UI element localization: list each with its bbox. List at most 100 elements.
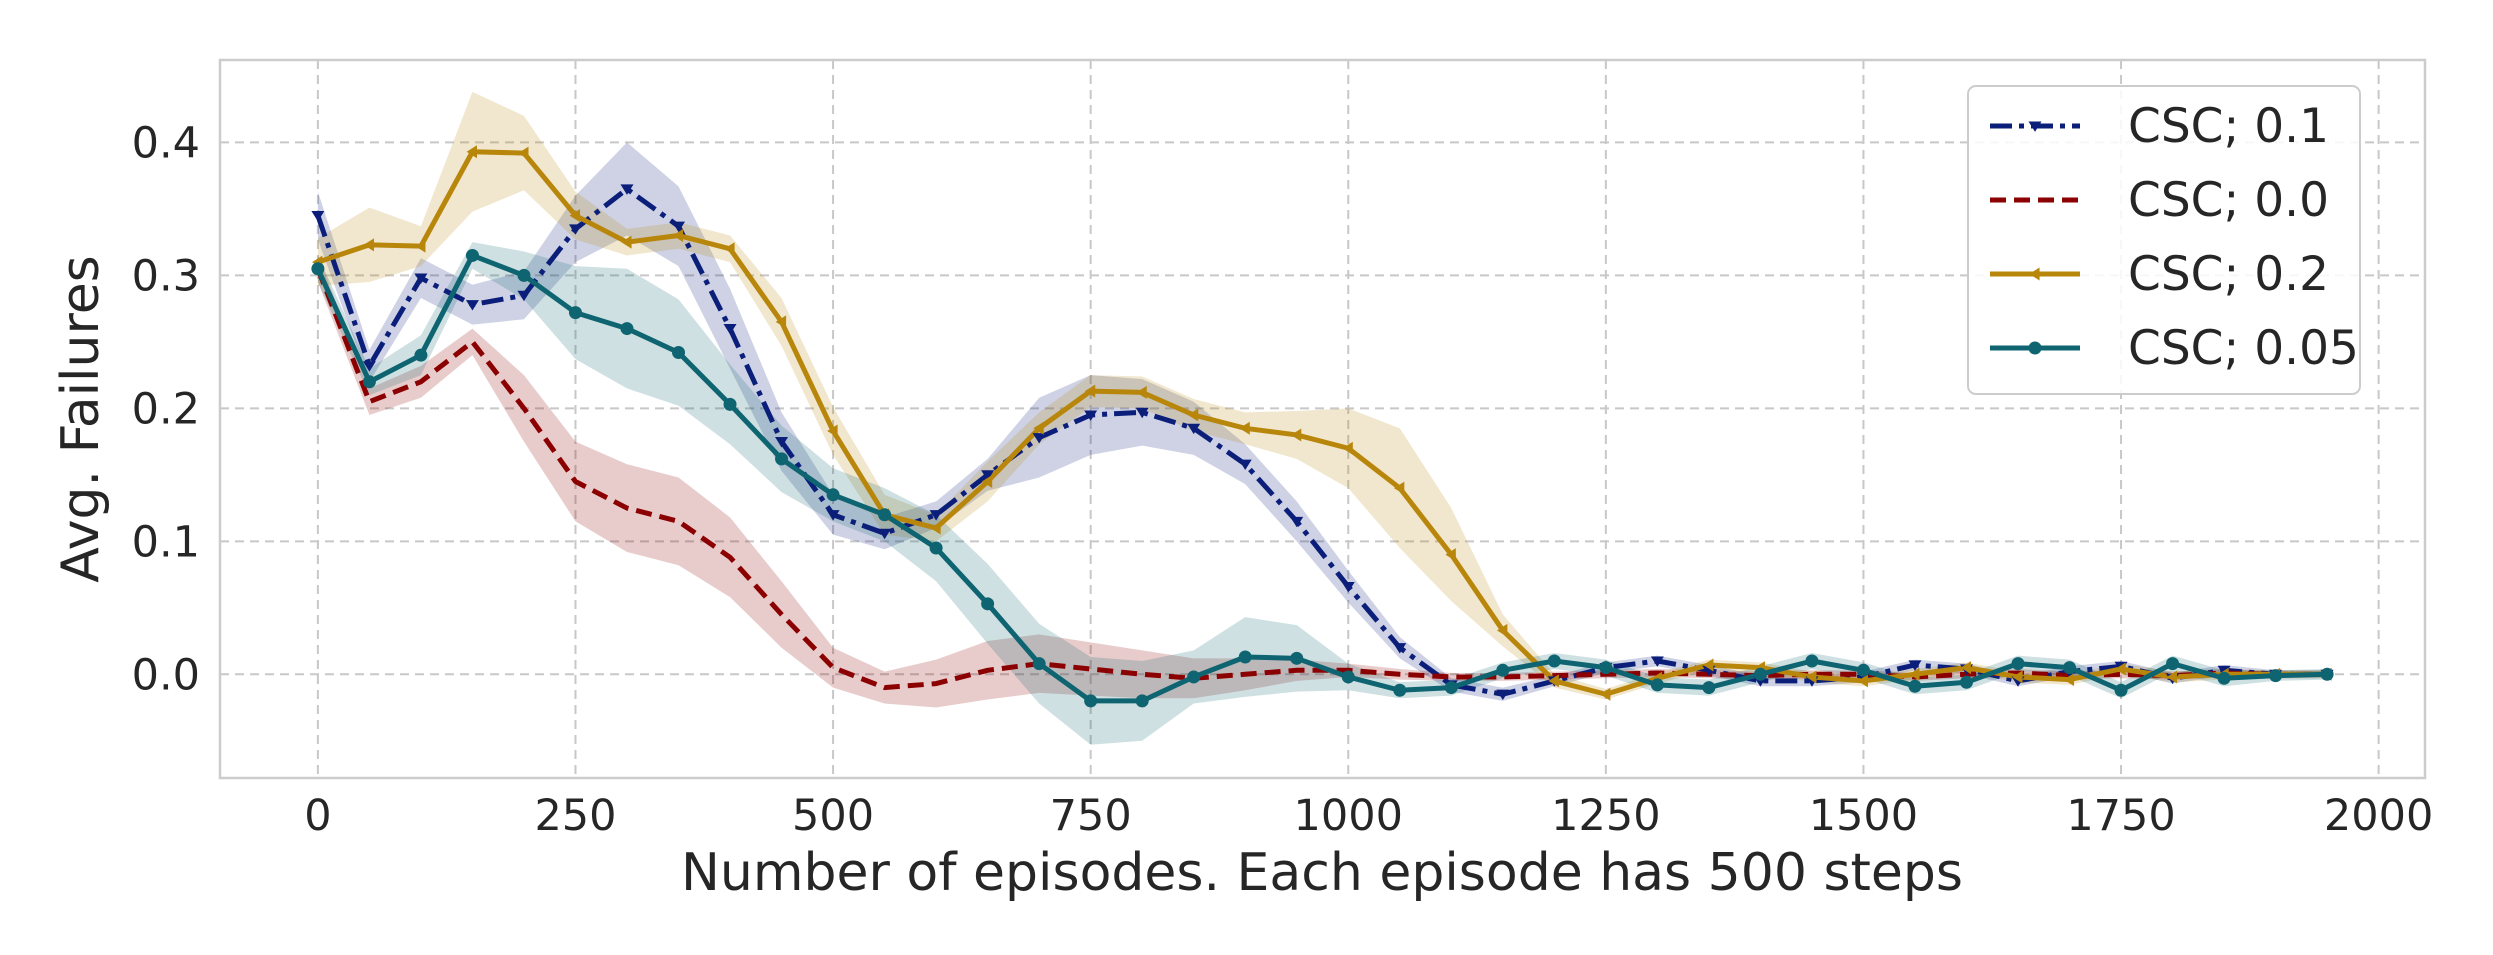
data-point [1908, 679, 1922, 693]
data-point [1341, 581, 1355, 593]
data-point [2320, 667, 2334, 681]
y-axis-label: Avg. Failures [51, 255, 111, 583]
legend-label: CSC; 0.2 [2128, 247, 2329, 302]
data-point [568, 224, 582, 235]
data-point [415, 239, 426, 253]
data-point [2114, 683, 2128, 697]
data-point [981, 470, 995, 481]
data-point [1393, 683, 1407, 697]
y-tick-label: 0.3 [132, 251, 200, 301]
data-point [621, 235, 632, 249]
data-point [826, 488, 840, 502]
data-point [1703, 658, 1714, 672]
data-point [1187, 408, 1199, 422]
data-point [1599, 661, 1613, 675]
data-point [2012, 670, 2023, 684]
data-point [1908, 660, 1922, 671]
data-point [414, 348, 428, 362]
data-point [981, 597, 995, 611]
data-point [620, 322, 634, 336]
data-point [1547, 654, 1561, 668]
data-point [465, 248, 479, 262]
data-point [1496, 663, 1510, 677]
data-point [1444, 681, 1458, 695]
data-point [1238, 459, 1252, 471]
data-point [1600, 687, 1611, 701]
x-tick-label: 0 [304, 791, 331, 841]
data-point [569, 209, 581, 223]
data-point [1753, 667, 1767, 681]
data-point [2063, 673, 2075, 687]
data-point [1032, 657, 1046, 671]
data-point [1806, 670, 1817, 684]
data-point [826, 510, 840, 521]
data-point [1959, 675, 1973, 689]
data-point [2269, 669, 2283, 683]
data-point [568, 306, 582, 320]
legend-box [1967, 85, 2361, 395]
data-point [2028, 341, 2042, 355]
data-point [2166, 657, 2180, 671]
data-point [1084, 384, 1096, 398]
plot-frame [218, 58, 2427, 780]
data-point [1033, 421, 1044, 435]
data-point [878, 508, 892, 522]
x-tick-label: 500 [792, 791, 874, 841]
data-point [1290, 428, 1302, 442]
legend-label: CSC; 0.1 [2128, 99, 2329, 154]
data-point [2029, 267, 2040, 281]
data-point [1084, 694, 1098, 708]
data-point [929, 510, 943, 521]
data-point [1393, 481, 1405, 495]
data-point [775, 315, 787, 329]
x-tick-label: 1250 [1551, 791, 1660, 841]
y-tick-label: 0.4 [132, 118, 200, 168]
data-point [414, 273, 428, 284]
data-point [930, 521, 941, 535]
x-tick-labels: 0 250 500 750 1000 1250 1500 1750 2000 [304, 791, 2433, 841]
data-point [1496, 623, 1508, 637]
data-point [1290, 516, 1304, 528]
data-point [672, 346, 686, 360]
data-point [311, 262, 325, 276]
data-point [1032, 433, 1046, 444]
data-point [723, 324, 737, 335]
data-point [1548, 674, 1559, 688]
data-point [723, 397, 737, 411]
x-tick-label: 1750 [2066, 791, 2175, 841]
data-point [1393, 643, 1407, 654]
data-point [878, 528, 892, 540]
data-point [362, 375, 376, 389]
data-point [672, 229, 684, 243]
data-point [724, 242, 735, 256]
y-tick-label: 0.1 [132, 517, 200, 567]
data-point [775, 437, 789, 448]
x-tick-label: 1000 [1294, 791, 1403, 841]
data-point [311, 211, 325, 222]
data-point [2166, 670, 2178, 684]
x-tick-label: 750 [1050, 791, 1132, 841]
data-point [1650, 678, 1664, 692]
data-point [1136, 385, 1147, 399]
data-point [2011, 657, 2025, 671]
data-point [672, 221, 686, 233]
y-tick-labels: 0.0 0.1 0.2 0.3 0.4 [132, 118, 200, 700]
series-line [315, 252, 2328, 704]
data-point [1290, 651, 1304, 665]
data-point [1445, 548, 1456, 562]
x-axis-label: Number of episodes. Each episode has 500… [681, 843, 1963, 903]
data-point [1857, 674, 1868, 688]
data-point [981, 474, 993, 488]
data-point [1496, 689, 1510, 701]
data-point [1856, 663, 1870, 677]
data-point [775, 452, 789, 466]
series-markers [311, 145, 2334, 708]
y-tick-label: 0.2 [132, 384, 200, 434]
data-point [517, 290, 531, 302]
legend-label: CSC; 0.0 [2128, 173, 2329, 228]
data-point [1805, 654, 1819, 668]
data-point [2063, 661, 2077, 675]
data-point [2115, 662, 2126, 676]
data-point [1341, 670, 1355, 684]
